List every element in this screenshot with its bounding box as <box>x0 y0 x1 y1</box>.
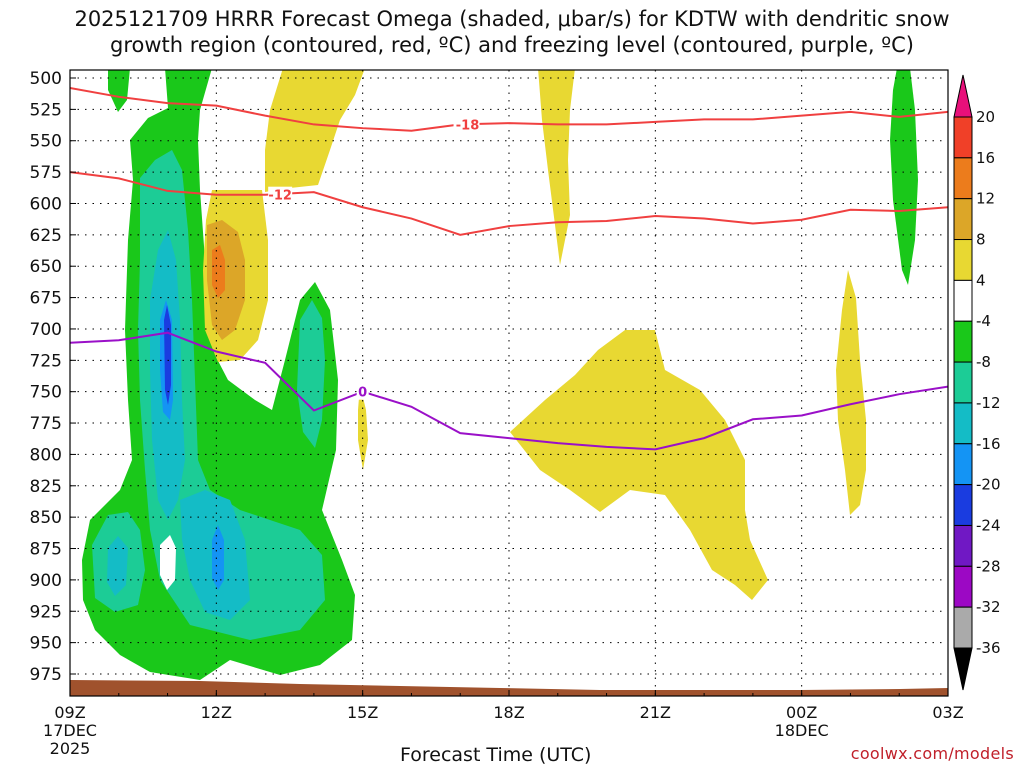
colorbar-label: -28 <box>976 557 1001 575</box>
colorbar-swatch <box>953 402 973 445</box>
colorbar-bottom-triangle <box>953 647 973 691</box>
y-tick-label: 800 <box>30 445 62 465</box>
y-tick-label: 650 <box>30 257 62 277</box>
colorbar-top-triangle <box>953 74 973 118</box>
colorbar-label: -12 <box>976 394 1001 412</box>
colorbar: 20 16 12 8 4 -4 -8 -12 -16 -20 -24 -28 -32 -36 <box>953 74 1001 691</box>
contour-label: -12 <box>268 189 292 204</box>
x-tick-sublabel: 18DEC <box>775 721 829 740</box>
y-tick-label: 825 <box>30 477 62 497</box>
omega-area-white-hole <box>160 535 176 590</box>
chart-subtitle: growth region (contoured, red, ºC) and f… <box>110 33 914 57</box>
colorbar-swatch <box>953 484 973 526</box>
colorbar-swatch <box>953 606 973 649</box>
contour-line <box>70 87 948 132</box>
colorbar-swatch <box>953 443 973 486</box>
y-tick-label: 500 <box>30 69 62 89</box>
x-tick-label: 00Z <box>786 703 817 722</box>
x-tick-sublabel: 17DEC <box>43 721 97 740</box>
contour-label-bg <box>268 186 293 203</box>
colorbar-swatch <box>953 361 973 404</box>
y-tick-label: 600 <box>30 194 62 214</box>
y-tick-label: 575 <box>30 163 62 183</box>
colorbar-swatch <box>953 524 973 567</box>
colorbar-label: 16 <box>976 149 995 167</box>
colorbar-swatch <box>953 279 973 322</box>
y-tick-label: 525 <box>30 100 62 120</box>
x-tick-label: 18Z <box>493 703 524 722</box>
colorbar-label: 4 <box>976 271 986 289</box>
y-tick-label: 725 <box>30 351 62 371</box>
colorbar-swatch <box>953 565 973 608</box>
y-tick-label: 775 <box>30 414 62 434</box>
contour-label: 0 <box>358 386 367 401</box>
y-tick-label: 625 <box>30 226 62 246</box>
y-tick-label: 675 <box>30 289 62 309</box>
colorbar-label: 20 <box>976 108 995 126</box>
omega-area-yellow-15z <box>358 385 368 470</box>
colorbar-label: 8 <box>976 231 986 249</box>
contour-label-bg <box>453 116 480 133</box>
omega-area-orange-core <box>212 245 225 298</box>
omega-area-yellow-18z <box>538 70 575 265</box>
contour-line <box>70 171 948 236</box>
y-tick-label: 550 <box>30 132 62 152</box>
y-tick-label: 950 <box>30 634 62 654</box>
y-tick-label: 900 <box>30 571 62 591</box>
contour-line <box>70 331 948 451</box>
colorbar-swatch <box>953 116 973 159</box>
x-tick-label: 12Z <box>201 703 232 722</box>
y-axis: 500 525 550 575 600 625 650 675 700 725 750 775 800 8… <box>30 69 76 685</box>
colorbar-label: -8 <box>976 353 991 371</box>
y-tick-label: 975 <box>30 665 62 685</box>
credit-link[interactable]: coolwx.com/models <box>850 744 1014 763</box>
colorbar-label: -16 <box>976 435 1001 453</box>
omega-area-green-right <box>890 70 918 285</box>
contour-lines: -18 -12 0 <box>70 87 948 451</box>
colorbar-label: -24 <box>976 516 1001 534</box>
x-tick-label: 15Z <box>347 703 378 722</box>
omega-area-darkblue-core <box>164 305 171 405</box>
x-tick-label: 21Z <box>640 703 671 722</box>
y-tick-label: 850 <box>30 508 62 528</box>
surface-terrain <box>70 680 948 696</box>
colorbar-label: -32 <box>976 598 1001 616</box>
colorbar-label: 12 <box>976 190 995 208</box>
colorbar-label: -20 <box>976 476 1001 494</box>
x-tick-label: 03Z <box>932 703 963 722</box>
x-axis-title: Forecast Time (UTC) <box>400 744 592 766</box>
omega-area-green-left <box>108 70 130 112</box>
colorbar-swatch <box>953 198 973 241</box>
omega-shading <box>82 70 918 680</box>
omega-area-yellow-top <box>265 70 365 192</box>
contour-label-bg <box>356 383 369 400</box>
y-tick-label: 875 <box>30 540 62 560</box>
omega-area-yellow-right <box>836 270 866 515</box>
colorbar-swatch <box>953 239 973 281</box>
omega-area-blue-lower <box>212 525 224 590</box>
contour-label: -18 <box>456 118 480 133</box>
omega-area-yellow-big <box>510 330 768 600</box>
x-tick-year: 2025 <box>50 739 91 758</box>
y-tick-label: 700 <box>30 320 62 340</box>
y-tick-label: 925 <box>30 602 62 622</box>
omega-area-cyan-tiny <box>107 536 128 596</box>
omega-area-teal-small <box>297 300 325 448</box>
colorbar-swatch <box>953 320 973 363</box>
colorbar-label: -36 <box>976 639 1001 657</box>
colorbar-swatch <box>953 157 973 200</box>
x-tick-label: 09Z <box>54 703 85 722</box>
colorbar-label: -4 <box>976 312 991 330</box>
y-tick-label: 750 <box>30 383 62 403</box>
chart-title: 2025121709 HRRR Forecast Omega (shaded, … <box>74 7 950 31</box>
